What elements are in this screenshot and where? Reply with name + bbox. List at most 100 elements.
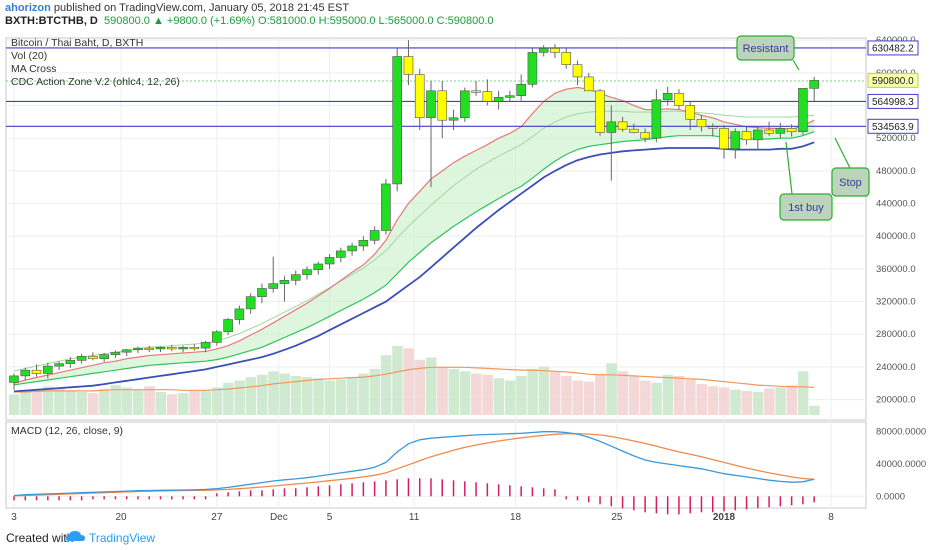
volume-bar [155,392,167,415]
candle-body [414,74,425,119]
volume-bar [42,386,54,415]
candle-body [696,119,707,128]
y-tick-label: 240000.0 [876,362,916,373]
volume-bar [696,383,707,415]
volume-bar [87,393,99,415]
volume-bar [132,389,144,415]
first-buy-note-text: 1st buy [788,202,824,214]
resistant-note-text: Resistant [743,43,789,55]
volume-bar [482,374,493,415]
candle-body [775,128,786,134]
macd-signal-line [13,432,815,497]
volume-bar [471,373,482,415]
volume-bar [764,388,775,415]
tradingview-brand[interactable]: TradingView [89,531,156,545]
candle-body [707,126,718,129]
candle-body [426,90,436,119]
candle-body [324,257,335,265]
resistant-note-pointer [792,59,800,71]
legend-text: Bitcoin / Thai Baht, D, BXTH [11,37,143,49]
candle-body [629,128,639,133]
volume-bar [234,380,245,415]
cdc-zone-fill [14,87,815,385]
volume-bar [459,371,471,415]
candle-body [133,347,143,351]
macd-y-tick-label: 0.0000 [876,491,905,502]
volume-bar [662,374,674,415]
stop-note-pointer [834,137,851,169]
price-label-box [867,93,919,109]
volume-bar [786,385,798,415]
candle-body [730,131,741,150]
volume-bar [144,386,155,415]
change-text: ▲ +9800.0 (+1.69%) [152,15,255,27]
candle-body [268,283,279,289]
candle-body [583,76,594,92]
volume-bar [719,387,730,415]
volume-bar [617,371,629,415]
candle-body [65,360,76,364]
candle-body [245,296,256,310]
candle-body [561,52,572,65]
volume-bar [245,377,257,415]
volume-bar [651,382,662,415]
y-tick-label: 520000.0 [876,133,916,144]
candle-body [662,92,673,101]
candle-body [369,230,380,241]
ohlc-text: O:581000.0 H:595000.0 L:565000.0 C:59080… [258,15,494,27]
candle-body [550,48,560,53]
candle-body [786,128,797,132]
x-tick-label: 25 [611,512,623,522]
price-chart[interactable]: 3 20 27 Dec 5 11 18 25 2018 8 200000.0 240000.0 2800… [0,30,932,522]
x-tick-label: 2018 [713,512,736,522]
x-tick-label: 18 [510,512,522,522]
candle-body [88,355,98,360]
candle-body [358,239,369,247]
volume-bar [504,380,516,415]
volume-bar [561,375,572,415]
candle-body [381,183,391,231]
volume-bar [392,346,403,415]
candle-body [764,129,774,134]
candle-body [595,90,605,133]
volume-bar [9,394,20,415]
volume-bar [335,379,347,415]
candle-body [223,319,233,333]
x-tick-label: 3 [11,512,17,522]
volume-bar [730,389,741,415]
volume-bar [707,386,719,415]
candle-body [144,347,155,350]
first-buy-note-box [779,193,833,221]
candle-body [493,97,504,102]
macd-y-tick-label: 80000.0000 [876,427,926,438]
volume-bar [65,390,76,415]
price-label-box [867,40,919,56]
symbol-info: BXTH:BTCTHB, D 590800.0 ▲ +9800.0 (+1.69… [5,15,494,27]
candle-body [234,308,245,320]
y-tick-label: 280000.0 [876,329,916,340]
macd-line [13,431,815,497]
candle-body [279,280,290,284]
candle-body [178,347,188,350]
volume-bar [380,355,392,415]
candle-body [313,263,324,271]
volume-bar [797,371,809,415]
macd-panel [5,421,867,509]
candle-body [43,365,53,374]
candle-body [437,90,448,121]
volume-bar [268,371,279,415]
volume-bar [414,359,426,415]
ema-fast-line [13,86,815,384]
price-line-label: 564998.3 [872,97,914,108]
volume-bar [549,371,561,415]
candle-body [121,349,132,353]
candle-body [200,342,211,349]
candle-body [257,288,267,297]
volume-bar [448,369,460,415]
volume-bar [425,357,437,415]
candle-body [606,121,617,133]
author-link[interactable]: ahorizon [5,2,51,14]
y-tick-label: 480000.0 [876,166,916,177]
volume-bar [358,373,369,415]
y-tick-label: 360000.0 [876,264,916,275]
